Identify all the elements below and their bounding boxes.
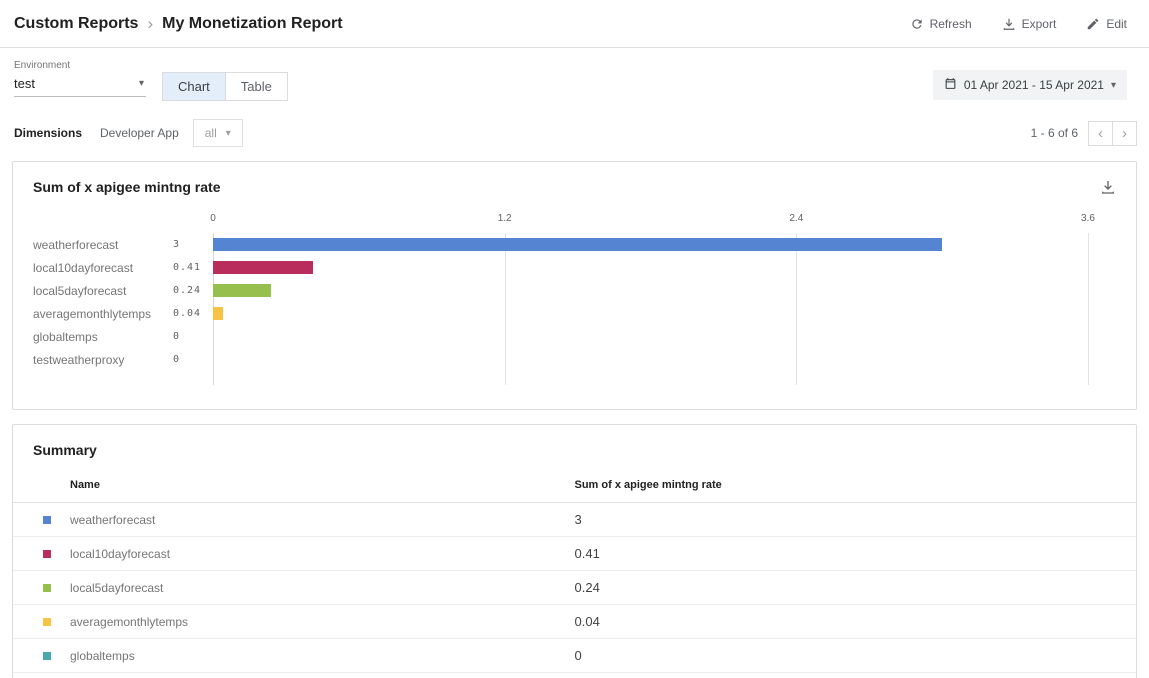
category-label: averagemonthlytemps: [33, 306, 152, 321]
export-icon: [1002, 17, 1016, 31]
edit-label: Edit: [1106, 16, 1127, 31]
legend-swatch: [43, 617, 51, 626]
dimensions-label: Dimensions: [14, 126, 83, 140]
table-row: averagemonthlytemps 0.04: [13, 604, 1136, 639]
bar-weatherforecast: [213, 238, 943, 251]
pagination-prev-button[interactable]: ‹: [1088, 120, 1113, 146]
summary-card: Summary Name Sum of x apigee mintng rate…: [12, 424, 1137, 678]
row-value: 0: [574, 638, 1136, 673]
category-value: 0: [173, 331, 181, 342]
x-tick: 1.2: [497, 213, 512, 224]
row-value: 3: [574, 502, 1136, 537]
table-row: globaltemps 0: [13, 638, 1136, 673]
date-range-value: 01 Apr 2021 - 15 Apr 2021: [963, 78, 1104, 92]
refresh-button[interactable]: Refresh: [910, 17, 972, 31]
row-value: 0.04: [574, 604, 1136, 639]
category-label: testweatherproxy: [33, 352, 125, 367]
row-value: 0: [575, 673, 1137, 678]
x-tick: 0: [210, 213, 216, 224]
gridline: [1088, 233, 1089, 385]
chevron-down-icon: ▾: [1110, 79, 1116, 91]
category-value: 0: [173, 354, 181, 365]
bar-local10dayforecast: [213, 261, 313, 274]
legend-swatch: [43, 651, 51, 660]
category-label: weatherforecast: [33, 237, 119, 252]
legend-swatch: [43, 583, 51, 592]
page-title: My Monetization Report: [162, 14, 343, 32]
x-tick: 2.4: [789, 213, 804, 224]
tab-table[interactable]: Table: [225, 72, 288, 101]
dimensions-row: Dimensions Developer App all ▾ 1 - 6 of …: [0, 101, 1149, 147]
chevron-down-icon: ▾: [138, 78, 144, 89]
breadcrumb-custom-reports[interactable]: Custom Reports: [14, 14, 139, 32]
category-label: local10dayforecast: [33, 260, 134, 275]
legend-swatch: [43, 549, 51, 558]
bar-chart: weatherforecast 3 local10dayforecast 0.41 …: [33, 233, 1116, 385]
row-name: local5dayforecast: [70, 580, 164, 595]
column-header-name: Name: [13, 473, 575, 503]
gridline: [504, 233, 506, 385]
pagination-next-button[interactable]: ›: [1112, 120, 1137, 146]
chart-card: Sum of x apigee mintng rate 0 1.2 2.4 3.…: [12, 161, 1137, 410]
category-value: 0.04: [173, 308, 202, 319]
export-button[interactable]: Export: [1002, 16, 1057, 31]
gridline: [796, 233, 798, 385]
table-row: local10dayforecast 0.41: [13, 536, 1136, 571]
pagination: 1 - 6 of 6 ‹ ›: [1030, 120, 1137, 146]
row-name: averagemonthlytemps: [70, 614, 189, 629]
summary-title: Summary: [33, 442, 97, 458]
refresh-label: Refresh: [929, 16, 972, 31]
table-row: testweatherproxy 0: [13, 673, 1136, 678]
export-label: Export: [1021, 16, 1057, 31]
row-name: globaltemps: [70, 648, 135, 663]
column-header-value: Sum of x apigee mintng rate: [574, 473, 1136, 503]
dimension-value-select[interactable]: all ▾: [192, 119, 243, 147]
chevron-down-icon: ▾: [225, 127, 231, 139]
environment-select[interactable]: test ▾: [14, 73, 146, 97]
table-row: local5dayforecast 0.24: [13, 570, 1136, 605]
chart-x-axis: 0 1.2 2.4 3.6: [33, 213, 1116, 226]
summary-table: Name Sum of x apigee mintng rate weather…: [13, 473, 1136, 678]
category-value: 0.41: [173, 262, 202, 273]
edit-button[interactable]: Edit: [1086, 17, 1127, 31]
breadcrumb: Custom Reports › My Monetization Report: [14, 14, 343, 34]
refresh-icon: [910, 17, 924, 31]
chart-title: Sum of x apigee mintng rate: [33, 179, 221, 195]
environment-label: Environment: [14, 60, 71, 71]
calendar-icon: [944, 77, 957, 93]
header-actions: Refresh Export Edit: [910, 17, 1127, 31]
dimension-value: all: [204, 126, 217, 140]
legend-swatch: [43, 515, 51, 524]
category-label: local5dayforecast: [33, 283, 127, 298]
row-name: local10dayforecast: [70, 546, 171, 561]
row-name: weatherforecast: [70, 512, 156, 527]
pagination-range: 1 - 6 of 6: [1030, 126, 1078, 140]
page-header: Custom Reports › My Monetization Report …: [0, 0, 1149, 48]
table-row: weatherforecast 3: [13, 502, 1136, 537]
plot-area: [213, 233, 1089, 385]
x-tick: 3.6: [1081, 213, 1095, 224]
row-value: 0.41: [574, 536, 1136, 571]
environment-value: test: [14, 76, 35, 91]
bar-local5dayforecast: [213, 284, 272, 297]
chart-download-button[interactable]: [1100, 179, 1116, 195]
breadcrumb-separator: ›: [147, 13, 154, 33]
date-range-picker[interactable]: 01 Apr 2021 - 15 Apr 2021 ▾: [932, 70, 1127, 100]
category-value: 3: [173, 239, 181, 250]
bar-averagemonthlytemps: [213, 307, 223, 320]
category-value: 0.24: [173, 285, 202, 296]
edit-icon: [1086, 17, 1100, 31]
dimension-name: Developer App: [100, 126, 179, 140]
row-value: 0.24: [574, 570, 1136, 605]
toolbar: Environment test ▾ Chart Table 01 Apr 20…: [0, 48, 1149, 101]
tab-chart[interactable]: Chart: [162, 72, 226, 101]
view-toggle: Chart Table: [162, 72, 288, 101]
category-label: globaltemps: [33, 329, 98, 344]
